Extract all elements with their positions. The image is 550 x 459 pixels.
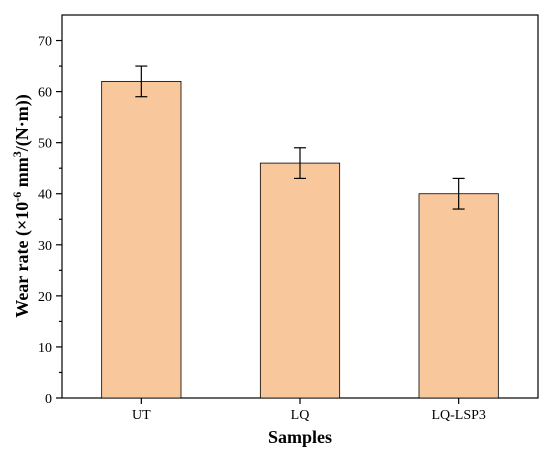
x-tick-label: LQ-LSP3 [431,408,485,423]
error-bar-lq [294,147,306,180]
y-tick-label: 20 [38,290,52,305]
y-tick-label: 50 [38,137,52,152]
y-tick-label: 60 [38,86,52,101]
y-axis-title-exp1: -6 [10,192,24,202]
bar-ut [101,80,182,399]
error-bar-ut [135,65,148,98]
x-tick-label: UT [132,408,151,423]
y-tick-label: 40 [38,188,52,203]
y-axis-title-prefix: Wear rate (×10 [12,202,33,318]
bar-lq [259,162,341,399]
y-axis-title: Wear rate (×10-6 mm3/(N·m)) [10,94,33,317]
y-axis-ticks: 0 10 20 30 40 50 60 70 [38,35,62,407]
y-tick-label: 30 [38,239,52,254]
y-axis-title-suffix: /(N·m)) [12,94,33,152]
y-axis-title-exp2: 3 [10,151,24,157]
x-tick-label: LQ [291,408,310,423]
bars-group [101,80,499,399]
y-tick-label: 0 [45,392,52,407]
x-axis-title: Samples [268,427,332,447]
bar-lq-lsp3 [418,193,499,399]
y-tick-label: 10 [38,341,52,356]
error-bar-lq-lsp3 [452,177,465,210]
y-tick-label: 70 [38,35,52,50]
y-axis-title-mid: mm [12,157,32,192]
x-axis-ticks: UT LQ LQ-LSP3 [132,398,486,423]
error-bars-group [135,65,465,210]
